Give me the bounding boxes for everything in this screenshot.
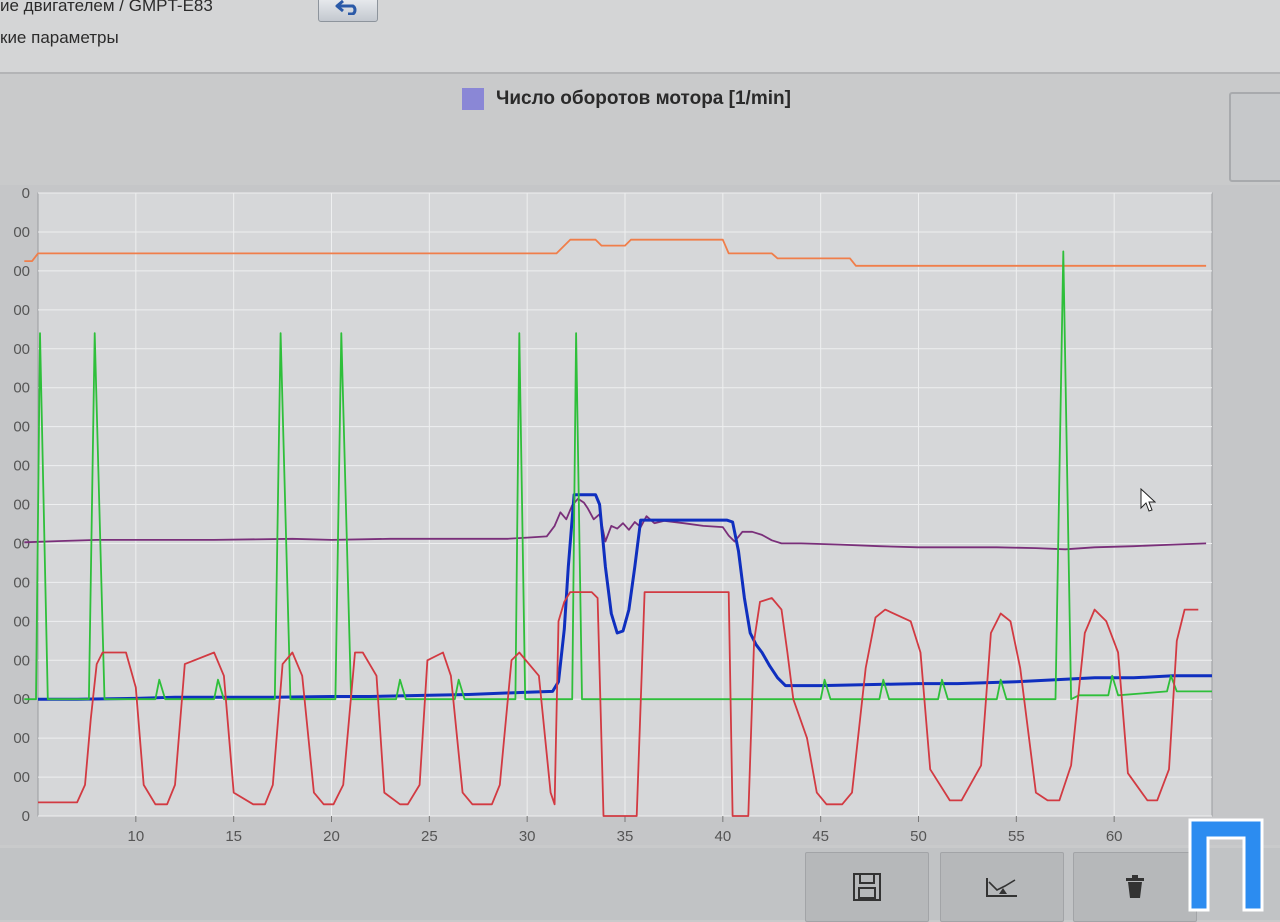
chart-cursor-icon: [986, 878, 1017, 897]
brand-logo: [1188, 818, 1264, 912]
delete-button[interactable]: [1073, 852, 1197, 922]
y-tick-label: 00: [13, 535, 30, 552]
mouse-cursor-icon: [1140, 488, 1156, 512]
header: ие двигателем / GMPT-E83 кие параметры: [0, 0, 1280, 72]
x-tick-label: 10: [127, 828, 144, 845]
bottom-toolbar: [0, 848, 1280, 920]
header-divider: [0, 72, 1280, 74]
x-tick-label: 45: [812, 828, 829, 845]
y-tick-label: 00: [13, 380, 30, 397]
y-tick-label: 0: [22, 185, 30, 202]
series-purple-line: [24, 497, 1207, 551]
series-blue-line: [38, 493, 1212, 701]
x-tick-label: 55: [1008, 828, 1025, 845]
y-tick-label: 00: [13, 730, 30, 747]
window-subtitle: кие параметры: [0, 28, 119, 47]
side-panel-button[interactable]: [1229, 92, 1280, 182]
y-tick-label: 00: [13, 769, 30, 786]
y-tick-label: 00: [13, 574, 30, 591]
x-tick-label: 15: [225, 828, 242, 845]
y-tick-label: 00: [13, 497, 30, 514]
y-tick-label: 00: [13, 263, 30, 280]
series-red-line: [38, 591, 1199, 817]
window-title: ие двигателем / GMPT-E83: [0, 0, 213, 15]
y-tick-label: 00: [13, 613, 30, 630]
y-tick-label: 0: [22, 808, 30, 825]
delete-icon: [1126, 875, 1144, 898]
chart-legend: Число оборотов мотора [1/min]: [462, 86, 791, 112]
back-arrow-icon: [335, 0, 357, 15]
back-button[interactable]: [318, 0, 378, 22]
x-tick-label: 50: [910, 828, 927, 845]
y-tick-label: 00: [13, 419, 30, 436]
series-orange-line: [24, 238, 1207, 267]
series-green-line: [24, 250, 1212, 701]
chart-cursor-button[interactable]: [940, 852, 1064, 922]
y-tick-label: 00: [13, 224, 30, 241]
x-tick-label: 20: [323, 828, 340, 845]
save-button[interactable]: [805, 852, 929, 922]
y-tick-label: 00: [13, 691, 30, 708]
save-icon: [853, 873, 881, 901]
x-tick-label: 25: [421, 828, 438, 845]
legend-swatch: [462, 88, 484, 110]
y-tick-label: 00: [13, 652, 30, 669]
x-tick-label: 60: [1106, 828, 1123, 845]
y-tick-label: 00: [13, 341, 30, 358]
x-tick-label: 40: [714, 828, 731, 845]
y-tick-label: 00: [13, 458, 30, 475]
y-tick-label: 00: [13, 302, 30, 319]
x-tick-label: 30: [519, 828, 536, 845]
x-tick-label: 35: [617, 828, 634, 845]
legend-label: Число оборотов мотора [1/min]: [496, 88, 791, 109]
